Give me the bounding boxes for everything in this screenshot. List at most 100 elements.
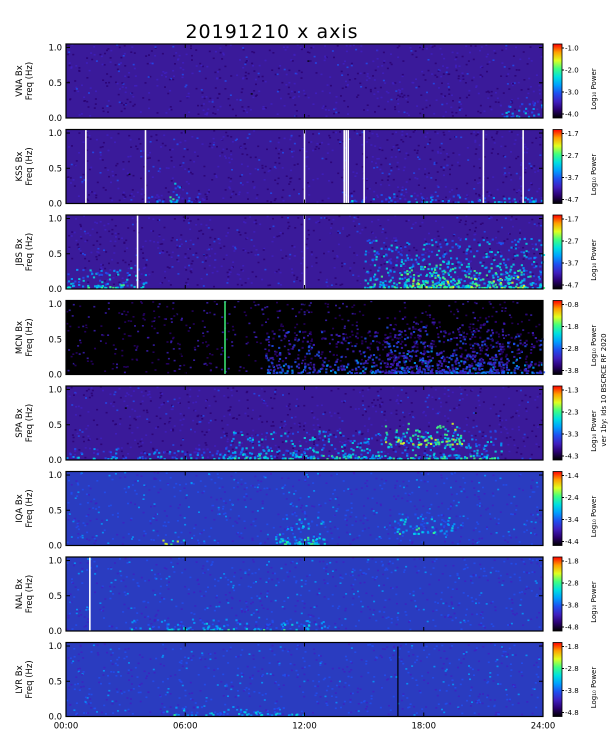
y-tick-label: 1.0 bbox=[48, 557, 62, 567]
y-tick-label: 0.0 bbox=[48, 456, 62, 466]
freq-label: Freq (Hz) bbox=[25, 233, 35, 271]
panel-spa: 0.0 0.5 1.0 SPA Bx Freq (Hz) -1.3 -2.3 -3.3 -4.3… bbox=[15, 385, 598, 466]
freq-label: Freq (Hz) bbox=[25, 660, 35, 698]
colorbar-tick-label: -3.7 bbox=[565, 174, 579, 182]
time-axis: 00:00 06:00 12:00 18:00 24:00 bbox=[54, 722, 556, 732]
spectrogram-texture bbox=[66, 557, 543, 631]
y-tick-label: 0.0 bbox=[48, 114, 62, 124]
spectrogram-background bbox=[66, 471, 543, 546]
y-tick-label: 1.0 bbox=[48, 300, 62, 310]
y-tick-label: 1.0 bbox=[48, 471, 62, 481]
station-label: KSS Bx bbox=[15, 152, 25, 182]
figure-title: 20191210 x axis bbox=[185, 21, 358, 43]
station-label: LYR Bx bbox=[15, 665, 25, 693]
colorbar-label: Log₁₀ Power bbox=[590, 68, 598, 110]
colorbar-tick-label: -4.0 bbox=[565, 111, 579, 119]
colorbar bbox=[552, 385, 563, 461]
colorbar-tick-label: -3.8 bbox=[565, 602, 579, 610]
panel-lyr: 0.0 0.5 1.0 LYR Bx Freq (Hz) -1.8 -2.8 -3.8 -4.8… bbox=[15, 641, 598, 723]
colorbar-label: Log₁₀ Power bbox=[590, 154, 598, 196]
x-tick-label: 24:00 bbox=[531, 722, 556, 732]
colorbar-label: Log₁₀ Power bbox=[590, 239, 598, 281]
spectrogram-texture bbox=[66, 386, 543, 460]
freq-label: Freq (Hz) bbox=[25, 489, 35, 527]
colorbar-tick-label: -1.7 bbox=[565, 216, 579, 224]
panel-jbs: 0.0 0.5 1.0 JBS Bx Freq (Hz) -1.7 -2.7 -3.7 -4.7… bbox=[15, 214, 598, 295]
station-label: SPA Bx bbox=[15, 408, 25, 437]
colorbar-tick-label: -1.3 bbox=[565, 387, 579, 395]
y-tick-label: 0.0 bbox=[48, 542, 62, 552]
colorbar-tick-label: -1.4 bbox=[565, 472, 579, 480]
x-tick-label: 18:00 bbox=[412, 722, 437, 732]
y-tick-label: 0.5 bbox=[48, 592, 62, 602]
colorbar-tick-label: -2.3 bbox=[565, 409, 579, 417]
spectrogram-texture bbox=[66, 215, 546, 289]
y-tick-label: 1.0 bbox=[48, 642, 62, 652]
colorbar-tick-label: -3.3 bbox=[565, 431, 579, 439]
colorbar-tick-label: -1.8 bbox=[565, 558, 579, 566]
freq-label: Freq (Hz) bbox=[25, 62, 35, 100]
station-label: MCN Bx bbox=[15, 321, 25, 354]
colorbar-tick-label: -4.7 bbox=[565, 282, 579, 290]
colorbar-label: Log₁₀ Power bbox=[590, 667, 598, 709]
colorbar bbox=[552, 642, 563, 717]
freq-label: Freq (Hz) bbox=[25, 147, 35, 185]
colorbar-tick-label: -2.7 bbox=[565, 238, 579, 246]
y-tick-label: 0.5 bbox=[48, 79, 62, 89]
colorbar-tick-label: -3.8 bbox=[565, 687, 579, 695]
colorbar-tick-label: -2.8 bbox=[565, 345, 579, 353]
spectrogram-texture bbox=[66, 129, 543, 204]
freq-label: Freq (Hz) bbox=[25, 404, 35, 442]
y-tick-label: 0.5 bbox=[48, 677, 62, 687]
colorbar bbox=[552, 471, 563, 546]
x-tick-label: 00:00 bbox=[54, 722, 79, 732]
station-label: JBS Bx bbox=[15, 238, 25, 266]
y-tick-label: 0.5 bbox=[48, 250, 62, 260]
panel-mcn: 0.0 0.5 1.0 MCN Bx Freq (Hz) -0.8 -1.8 -2.8 -3.8… bbox=[15, 299, 598, 381]
colorbar-tick-label: -2.7 bbox=[565, 152, 579, 160]
y-tick-label: 0.5 bbox=[48, 164, 62, 174]
station-label: VNA Bx bbox=[15, 65, 25, 97]
colorbar-tick-label: -3.8 bbox=[565, 367, 579, 375]
station-label: NAL Bx bbox=[15, 579, 25, 609]
freq-label: Freq (Hz) bbox=[25, 575, 35, 613]
y-tick-label: 1.0 bbox=[48, 129, 62, 139]
y-tick-label: 0.0 bbox=[48, 200, 62, 210]
y-tick-label: 0.5 bbox=[48, 506, 62, 516]
colorbar-tick-label: -2.8 bbox=[565, 665, 579, 673]
y-tick-label: 0.0 bbox=[48, 713, 62, 723]
colorbar-tick-label: -3.4 bbox=[565, 516, 579, 524]
freq-label: Freq (Hz) bbox=[25, 318, 35, 356]
colorbar bbox=[552, 556, 563, 632]
side-note: ver 1by: Ids 10 BSCRCE RF 2020 bbox=[600, 333, 608, 446]
colorbar-tick-label: -0.8 bbox=[565, 301, 579, 309]
y-tick-label: 1.0 bbox=[48, 386, 62, 396]
panel-vna: 0.0 0.5 1.0 VNA Bx Freq (Hz) -1.0 -2.0 -3.0 -4.0… bbox=[15, 43, 598, 124]
y-tick-label: 0.0 bbox=[48, 371, 62, 381]
y-tick-label: 0.0 bbox=[48, 285, 62, 295]
spectrogram-texture bbox=[66, 471, 542, 546]
colorbar-tick-label: -4.7 bbox=[565, 196, 579, 204]
colorbar-tick-label: -2.4 bbox=[565, 494, 579, 502]
colorbar-tick-label: -1.7 bbox=[565, 130, 579, 138]
panel-nal: 0.0 0.5 1.0 NAL Bx Freq (Hz) -1.8 -2.8 -3.8 -4.8… bbox=[15, 556, 598, 637]
colorbar-label: Log₁₀ Power bbox=[590, 410, 598, 452]
colorbar-tick-label: -1.8 bbox=[565, 643, 579, 651]
colorbar-tick-label: -3.0 bbox=[565, 89, 579, 97]
colorbar bbox=[552, 300, 563, 375]
x-tick-label: 12:00 bbox=[292, 722, 317, 732]
colorbar-label: Log₁₀ Power bbox=[590, 325, 598, 367]
colorbar-tick-label: -1.8 bbox=[565, 323, 579, 331]
colorbar-label: Log₁₀ Power bbox=[590, 496, 598, 538]
colorbar-tick-label: -3.7 bbox=[565, 260, 579, 268]
panel-iqa: 0.0 0.5 1.0 IQA Bx Freq (Hz) -1.4 -2.4 -3.4 -4.4… bbox=[15, 470, 598, 552]
colorbar bbox=[552, 214, 563, 290]
colorbar-tick-label: -2.0 bbox=[565, 67, 579, 75]
colorbar-label: Log₁₀ Power bbox=[590, 581, 598, 623]
colorbar bbox=[552, 129, 563, 204]
y-tick-label: 1.0 bbox=[48, 44, 62, 54]
station-label: IQA Bx bbox=[15, 494, 25, 523]
colorbar bbox=[552, 43, 563, 119]
